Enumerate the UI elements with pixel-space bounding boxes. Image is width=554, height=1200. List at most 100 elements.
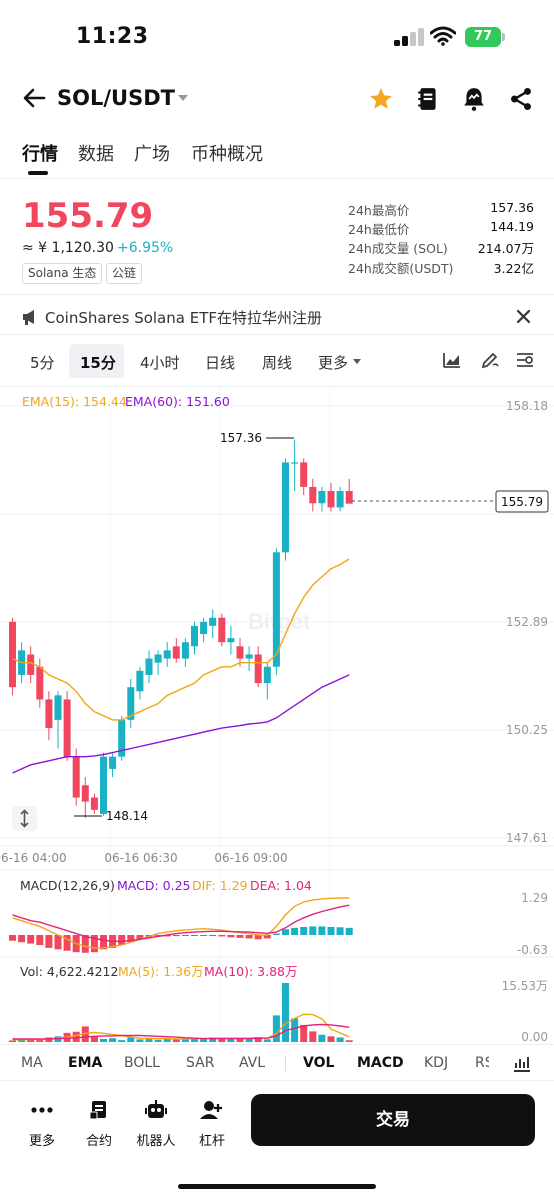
period-1w[interactable]: 周线 (262, 354, 293, 372)
battery-icon: 77 (465, 27, 501, 47)
vol-value: Vol: 4,622.4212 (20, 964, 118, 979)
more-icon[interactable] (31, 1102, 53, 1118)
robot-icon[interactable] (145, 1100, 167, 1120)
price-alert-icon[interactable] (461, 86, 487, 112)
indicator-vol[interactable]: VOL (303, 1055, 335, 1071)
macd-bar (236, 935, 244, 938)
price-tick-4: 147.61 (506, 831, 548, 845)
star-icon[interactable] (368, 86, 394, 112)
indicator-rsi[interactable]: RSI (475, 1055, 489, 1071)
volume-bar (345, 1040, 353, 1042)
period-15m[interactable]: 15分 (80, 354, 116, 372)
trade-button[interactable]: 交易 (251, 1094, 535, 1146)
ma10-line (12, 1023, 350, 1040)
tab-square[interactable]: 广场 (134, 144, 170, 165)
candle-body (272, 552, 280, 667)
period-more[interactable]: 更多 (318, 354, 349, 372)
candle-body (154, 654, 162, 663)
candle-body (309, 486, 317, 504)
candle-body (127, 687, 135, 720)
candle-body (245, 654, 253, 659)
tabs-divider (0, 178, 554, 179)
news-headline[interactable]: CoinShares Solana ETF在特拉华州注册 (45, 309, 322, 327)
megaphone-icon (23, 310, 34, 325)
volume-bar (163, 1038, 171, 1042)
candle-body (291, 462, 299, 464)
stat-turnover-value: 3.22亿 (493, 261, 534, 276)
close-icon[interactable] (516, 309, 531, 324)
price-change: +6.95% (117, 240, 174, 256)
candle-body (181, 642, 189, 659)
stat-high-label: 24h最高价 (348, 203, 410, 218)
contract-icon[interactable] (89, 1100, 109, 1120)
volume-bar (127, 1037, 135, 1042)
kline-svg[interactable]: Bitget 158.18 152.89 150.25 147.61 06-16… (0, 386, 554, 1046)
macd-bar (127, 935, 135, 943)
period-5m[interactable]: 5分 (30, 354, 55, 372)
indicator-sar[interactable]: SAR (186, 1055, 215, 1071)
volume-bar (291, 1018, 299, 1042)
macd-tick-top: 1.29 (521, 891, 548, 905)
chart-settings-icon[interactable] (515, 351, 535, 369)
chevron-down-icon[interactable] (178, 95, 188, 103)
price-tick-1: 158.18 (506, 399, 548, 413)
period-4h[interactable]: 4小时 (140, 354, 180, 372)
macd-bar (309, 926, 317, 935)
chart-type-icon[interactable] (442, 351, 462, 369)
volume-bar (181, 1038, 189, 1042)
tab-coin-overview[interactable]: 币种概况 (191, 144, 263, 165)
macd-bar (54, 935, 62, 950)
indicator-ma[interactable]: MA (21, 1055, 43, 1071)
indicator-boll[interactable]: BOLL (124, 1055, 160, 1071)
candle-body (263, 666, 271, 684)
margin-icon[interactable] (200, 1100, 224, 1120)
price-tick-3: 150.25 (506, 723, 548, 737)
time-tick-1: 06-16 04:00 (0, 851, 67, 865)
tag-solana-ecosystem[interactable]: Solana 生态 (22, 263, 103, 284)
tag-public-chain[interactable]: 公链 (106, 263, 143, 284)
macd-bar (345, 927, 353, 935)
macd-bar (218, 935, 226, 937)
more-button[interactable]: 更多 (28, 1134, 55, 1149)
macd-bar (254, 935, 262, 940)
tab-data[interactable]: 数据 (78, 144, 114, 165)
indicator-kdj[interactable]: KDJ (424, 1055, 449, 1071)
chevron-down-icon[interactable] (353, 359, 361, 365)
tab-market[interactable]: 行情 (22, 144, 58, 165)
macd-bar (45, 935, 53, 948)
candle-body (236, 646, 244, 659)
draw-tool-icon[interactable] (480, 350, 500, 370)
indicator-avl[interactable]: AVL (239, 1055, 266, 1071)
dea-value: DEA: 1.04 (250, 878, 312, 893)
time-tick-3: 06-16 09:00 (214, 851, 287, 865)
time-tick-2: 06-16 06:30 (104, 851, 177, 865)
volume-bar (227, 1038, 235, 1042)
kline-chart[interactable]: Bitget 158.18 152.89 150.25 147.61 06-16… (0, 386, 554, 1046)
macd-bar (18, 935, 26, 943)
volume-layer (9, 983, 353, 1042)
volume-bar (27, 1039, 35, 1042)
vol-tick-top: 15.53万 (502, 979, 548, 993)
candle-body (345, 491, 353, 504)
back-arrow-icon[interactable] (22, 87, 46, 109)
volume-bar (145, 1037, 153, 1042)
stat-low-value: 144.19 (490, 219, 534, 234)
macd-bar (172, 935, 180, 937)
macd-title: MACD(12,26,9) (20, 878, 115, 893)
robot-button[interactable]: 机器人 (136, 1134, 176, 1149)
candle-body (63, 699, 71, 757)
margin-button[interactable]: 杠杆 (198, 1134, 225, 1149)
volume-bar (282, 983, 289, 1042)
period-1d[interactable]: 日线 (205, 354, 236, 372)
indicator-ema[interactable]: EMA (68, 1055, 103, 1071)
contract-button[interactable]: 合约 (85, 1134, 112, 1149)
indicator-macd[interactable]: MACD (357, 1055, 404, 1071)
book-icon[interactable] (415, 86, 441, 112)
volume-bar (263, 1039, 271, 1042)
candle-body (318, 491, 326, 504)
pair-title[interactable]: SOL/USDT (57, 86, 175, 110)
macd-bar (90, 935, 98, 953)
volume-bar (9, 1040, 16, 1042)
share-icon[interactable] (508, 86, 534, 112)
indicator-settings-icon[interactable] (512, 1053, 532, 1073)
